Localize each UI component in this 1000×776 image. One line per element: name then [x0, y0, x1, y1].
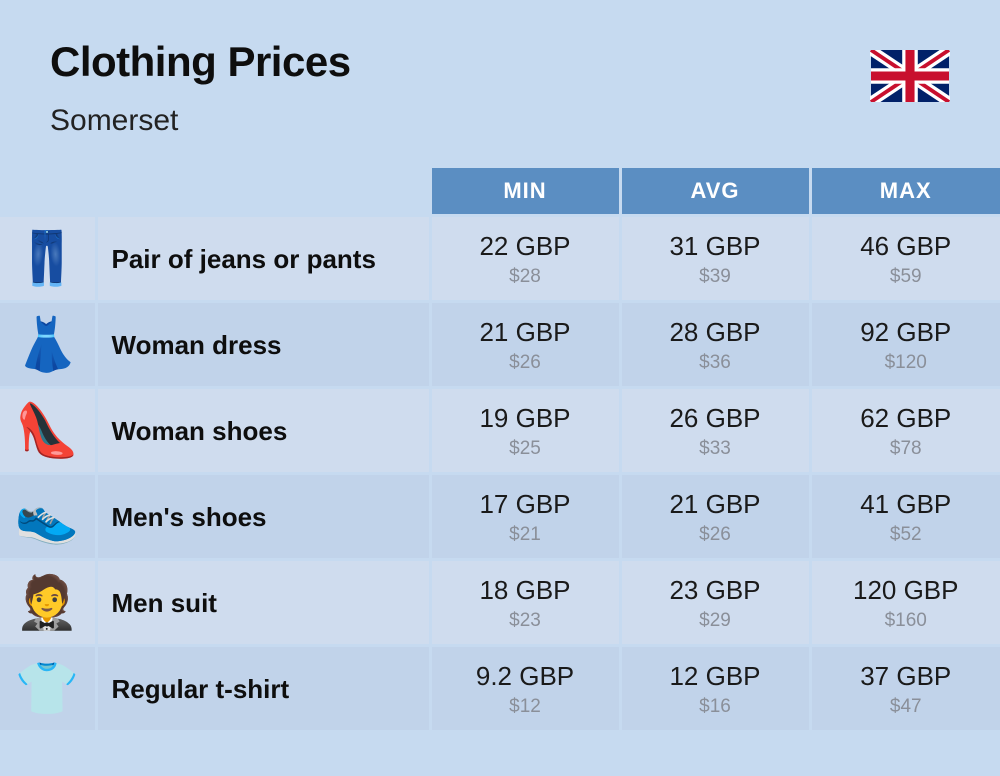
price-min: 19 GBP $25 — [430, 388, 620, 474]
tshirt-icon: 👕 — [0, 646, 96, 731]
price-primary: 9.2 GBP — [440, 661, 611, 692]
price-max: 41 GBP $52 — [810, 474, 1000, 560]
suit-icon: 🤵 — [0, 560, 96, 646]
price-max: 120 GBP $160 — [810, 560, 1000, 646]
prices-table: MIN AVG MAX 👖Pair of jeans or pants22 GB… — [0, 168, 1000, 730]
header: Clothing Prices Somerset — [0, 0, 1000, 168]
price-max: 46 GBP $59 — [810, 216, 1000, 302]
sneaker-icon: 👟 — [0, 474, 96, 560]
price-max: 37 GBP $47 — [810, 646, 1000, 731]
price-primary: 92 GBP — [820, 317, 993, 348]
price-avg: 28 GBP $36 — [620, 302, 810, 388]
price-secondary: $39 — [630, 266, 801, 288]
item-label: Men's shoes — [96, 474, 430, 560]
price-secondary: $12 — [440, 696, 611, 718]
table-row: 👕Regular t-shirt 9.2 GBP $12 12 GBP $16 37 GB… — [0, 646, 1000, 731]
price-secondary: $26 — [440, 352, 611, 374]
table-row: 👖Pair of jeans or pants 22 GBP $28 31 GBP $3… — [0, 216, 1000, 302]
price-primary: 62 GBP — [820, 403, 993, 434]
jeans-icon: 👖 — [0, 216, 96, 302]
price-primary: 17 GBP — [440, 489, 611, 520]
title-block: Clothing Prices Somerset — [50, 38, 351, 138]
price-min: 22 GBP $28 — [430, 216, 620, 302]
price-secondary: $21 — [440, 524, 611, 546]
page-subtitle: Somerset — [50, 104, 351, 138]
price-primary: 41 GBP — [820, 489, 993, 520]
price-avg: 31 GBP $39 — [620, 216, 810, 302]
price-max: 62 GBP $78 — [810, 388, 1000, 474]
item-label: Pair of jeans or pants — [96, 216, 430, 302]
price-secondary: $25 — [440, 438, 611, 460]
price-secondary: $160 — [820, 610, 993, 632]
table-body: 👖Pair of jeans or pants 22 GBP $28 31 GBP $3… — [0, 216, 1000, 731]
price-primary: 46 GBP — [820, 231, 993, 262]
price-primary: 37 GBP — [820, 661, 993, 692]
price-secondary: $29 — [630, 610, 801, 632]
price-secondary: $47 — [820, 696, 993, 718]
price-min: 21 GBP $26 — [430, 302, 620, 388]
price-secondary: $26 — [630, 524, 801, 546]
price-secondary: $59 — [820, 266, 993, 288]
price-secondary: $28 — [440, 266, 611, 288]
price-primary: 21 GBP — [630, 489, 801, 520]
uk-flag-icon — [870, 50, 950, 107]
price-avg: 26 GBP $33 — [620, 388, 810, 474]
header-blank — [96, 168, 430, 216]
item-label: Men suit — [96, 560, 430, 646]
price-min: 17 GBP $21 — [430, 474, 620, 560]
header-blank — [0, 168, 96, 216]
table-row: 👗Woman dress 21 GBP $26 28 GBP $36 92 GBP $120 — [0, 302, 1000, 388]
price-secondary: $78 — [820, 438, 993, 460]
price-avg: 12 GBP $16 — [620, 646, 810, 731]
price-secondary: $33 — [630, 438, 801, 460]
price-primary: 19 GBP — [440, 403, 611, 434]
table-row: 👟Men's shoes 17 GBP $21 21 GBP $26 41 GBP $52 — [0, 474, 1000, 560]
price-secondary: $120 — [820, 352, 993, 374]
price-primary: 26 GBP — [630, 403, 801, 434]
high-heel-icon: 👠 — [0, 388, 96, 474]
price-primary: 22 GBP — [440, 231, 611, 262]
item-label: Regular t-shirt — [96, 646, 430, 731]
price-max: 92 GBP $120 — [810, 302, 1000, 388]
table-row: 🤵Men suit 18 GBP $23 23 GBP $29 120 GBP $160 — [0, 560, 1000, 646]
price-primary: 23 GBP — [630, 575, 801, 606]
price-primary: 31 GBP — [630, 231, 801, 262]
price-min: 18 GBP $23 — [430, 560, 620, 646]
price-primary: 28 GBP — [630, 317, 801, 348]
price-primary: 18 GBP — [440, 575, 611, 606]
price-min: 9.2 GBP $12 — [430, 646, 620, 731]
item-label: Woman dress — [96, 302, 430, 388]
price-secondary: $52 — [820, 524, 993, 546]
col-avg: AVG — [620, 168, 810, 216]
price-secondary: $36 — [630, 352, 801, 374]
price-primary: 21 GBP — [440, 317, 611, 348]
col-min: MIN — [430, 168, 620, 216]
price-avg: 23 GBP $29 — [620, 560, 810, 646]
col-max: MAX — [810, 168, 1000, 216]
price-primary: 120 GBP — [820, 575, 993, 606]
dress-icon: 👗 — [0, 302, 96, 388]
price-avg: 21 GBP $26 — [620, 474, 810, 560]
price-secondary: $23 — [440, 610, 611, 632]
page-title: Clothing Prices — [50, 38, 351, 86]
table-row: 👠Woman shoes 19 GBP $25 26 GBP $33 62 GBP $78 — [0, 388, 1000, 474]
price-primary: 12 GBP — [630, 661, 801, 692]
item-label: Woman shoes — [96, 388, 430, 474]
price-secondary: $16 — [630, 696, 801, 718]
table-header: MIN AVG MAX — [0, 168, 1000, 216]
